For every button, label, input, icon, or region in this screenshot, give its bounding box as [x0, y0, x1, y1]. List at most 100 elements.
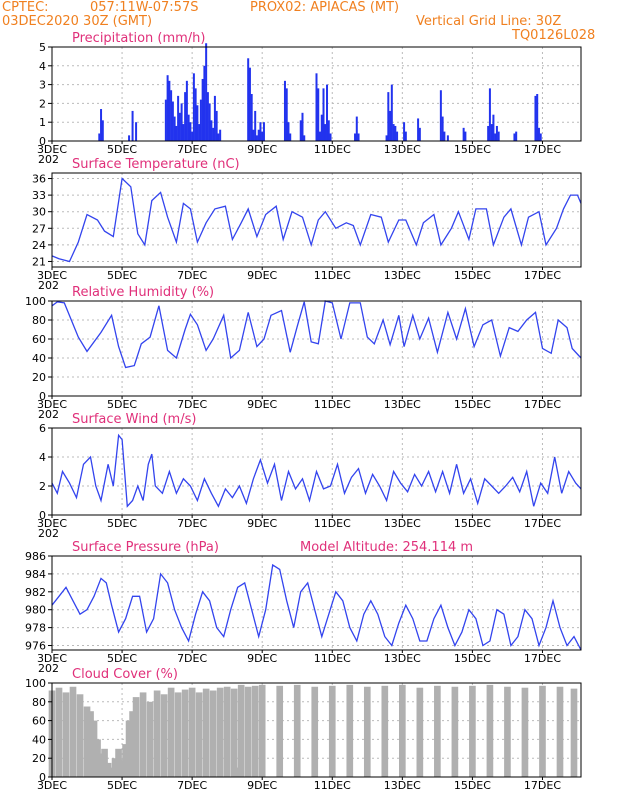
bar [521, 687, 529, 777]
panel-3 [48, 427, 582, 518]
bar [416, 687, 424, 777]
bar [201, 78, 204, 141]
bar [55, 687, 63, 777]
bar [208, 103, 211, 141]
bar [244, 686, 252, 777]
bar [299, 120, 302, 141]
bar [76, 694, 84, 777]
bar [166, 75, 169, 141]
bar [363, 686, 371, 777]
bar [219, 129, 222, 141]
panel-5 [48, 682, 582, 780]
bar [315, 73, 318, 141]
bar [394, 125, 397, 141]
x-tick-label: 17DEC [524, 398, 561, 411]
bar [319, 131, 322, 141]
y-tick-label: 33 [32, 189, 46, 202]
bar [101, 748, 108, 777]
x-tick-label: 7DEC [177, 269, 207, 282]
bar [189, 122, 192, 141]
x-tick-label: 15DEC [454, 652, 491, 665]
bar [187, 114, 190, 141]
bar [182, 124, 185, 141]
bar [206, 92, 209, 141]
series-line [51, 433, 582, 508]
y-tick-label: 4 [39, 451, 46, 464]
bar [128, 135, 131, 141]
bar [320, 114, 323, 141]
y-tick-label: 80 [32, 314, 46, 327]
bar [168, 80, 171, 141]
header-source: CPTEC: [2, 0, 49, 15]
bar [276, 685, 284, 777]
x-tick-label: 5DEC [107, 517, 137, 530]
bar [261, 131, 264, 141]
bar [328, 685, 336, 777]
bar [118, 760, 126, 777]
y-tick-label: 0 [39, 771, 46, 784]
x-tick-label: 3DEC [37, 269, 67, 282]
bar [289, 133, 292, 141]
bar [504, 686, 511, 777]
bar [497, 131, 500, 141]
x-tick-label: 17DEC [524, 779, 561, 792]
bar [131, 110, 134, 141]
y-tick-label: 100 [25, 295, 46, 308]
x-tick-label: 11DEC [314, 517, 351, 530]
bar [132, 697, 140, 777]
x-tick-label: 5DEC [107, 652, 137, 665]
bar [216, 687, 224, 777]
x-tick-label: 7DEC [177, 779, 207, 792]
x-tick-label: 15DEC [454, 779, 491, 792]
bar [311, 686, 319, 777]
y-tick-label: 4 [39, 60, 46, 73]
bar [293, 684, 301, 777]
bar [492, 114, 495, 141]
x-tick-label: 13DEC [384, 779, 421, 792]
y-tick-label: 27 [32, 222, 46, 235]
y-tick-label: 3 [39, 79, 46, 92]
x-tick-label: 3DEC [37, 517, 67, 530]
y-tick-label: 986 [25, 550, 46, 563]
panel-title: Precipitation (mm/h) [72, 31, 205, 46]
y-tick-label: 100 [25, 677, 46, 690]
bar [434, 685, 441, 777]
header-station: PROX02: APIACAS (MT) [250, 0, 400, 15]
y-tick-label: 20 [32, 371, 46, 384]
bar [488, 88, 491, 141]
bar [177, 95, 180, 141]
bar [469, 685, 476, 777]
bar [171, 101, 174, 141]
bar [215, 110, 218, 141]
bar [173, 116, 176, 141]
bar [317, 88, 320, 141]
y-tick-label: 1 [39, 116, 46, 129]
plot-frame [51, 46, 582, 142]
panel-title: Surface Temperature (nC) [72, 157, 240, 172]
x-tick-label: 7DEC [177, 517, 207, 530]
panel-2 [48, 300, 582, 399]
bar [210, 120, 213, 141]
x-tick-label: 11DEC [314, 779, 351, 792]
bar [181, 689, 189, 777]
bar [262, 122, 265, 141]
y-tick-label: 2 [39, 480, 46, 493]
plot-frame [51, 682, 582, 778]
plot-frame [51, 300, 582, 397]
x-tick-label: 11DEC [314, 143, 351, 156]
bar [404, 131, 407, 141]
bar [322, 88, 325, 141]
x-tick-label: 11DEC [314, 398, 351, 411]
bar [108, 767, 115, 777]
bar [170, 90, 173, 141]
bar [94, 739, 101, 777]
y-tick-label: 0 [39, 135, 46, 148]
x-tick-label: 3DEC [37, 143, 67, 156]
x-tick-label: 15DEC [454, 398, 491, 411]
x-tick-label: 3DEC [37, 398, 67, 411]
y-tick-label: 40 [32, 352, 46, 365]
x-tick-label: 7DEC [177, 652, 207, 665]
bar [129, 711, 136, 777]
y-tick-label: 40 [32, 733, 46, 746]
x-year-label: 202 [38, 527, 59, 540]
